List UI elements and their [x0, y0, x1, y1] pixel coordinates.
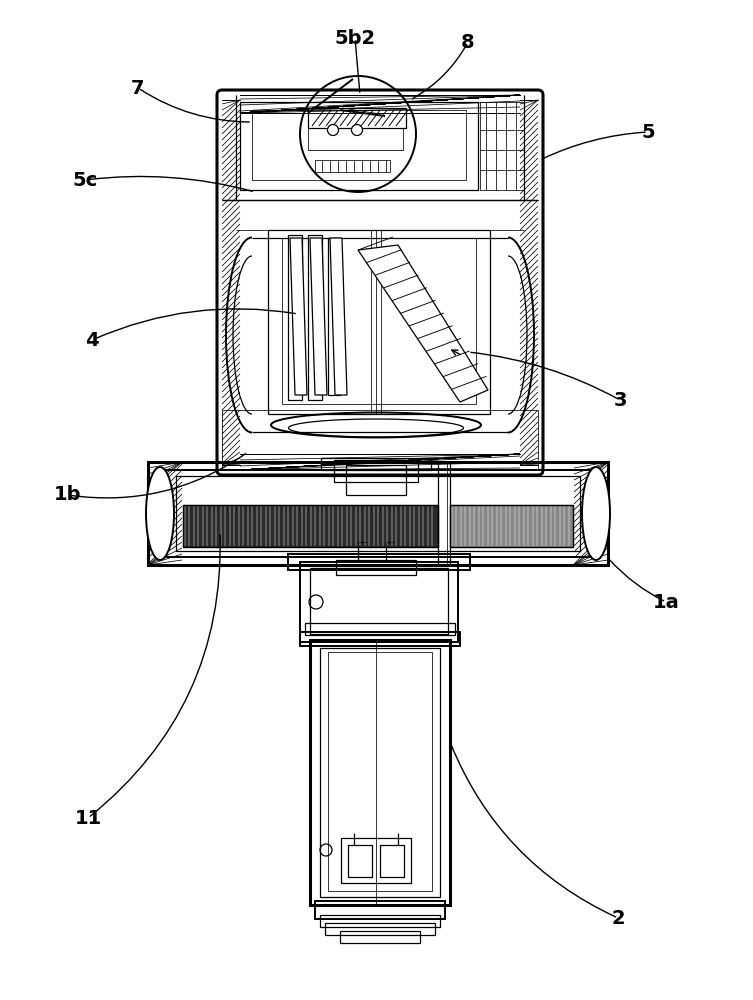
- Bar: [288, 554, 470, 570]
- Bar: [346, 465, 406, 495]
- Bar: [315, 160, 390, 172]
- Bar: [334, 460, 418, 482]
- Bar: [380, 845, 404, 877]
- Polygon shape: [290, 238, 307, 395]
- Text: 11: 11: [75, 808, 102, 828]
- Text: 5: 5: [642, 122, 655, 141]
- Bar: [348, 845, 372, 877]
- Circle shape: [328, 124, 339, 135]
- Bar: [183, 505, 438, 547]
- Polygon shape: [328, 238, 340, 395]
- Bar: [240, 102, 478, 190]
- Bar: [320, 915, 440, 927]
- Bar: [176, 476, 580, 551]
- Bar: [300, 632, 460, 646]
- Bar: [148, 462, 608, 565]
- Text: 2: 2: [611, 908, 625, 928]
- Bar: [336, 560, 416, 575]
- Bar: [282, 238, 476, 404]
- Bar: [325, 923, 435, 935]
- Text: 5b2: 5b2: [334, 28, 376, 47]
- Text: 4: 4: [85, 330, 99, 350]
- FancyBboxPatch shape: [217, 90, 543, 475]
- Bar: [222, 410, 538, 470]
- Text: 3: 3: [613, 390, 626, 410]
- Ellipse shape: [582, 467, 610, 560]
- Text: 7: 7: [131, 79, 145, 98]
- Bar: [328, 652, 432, 891]
- Bar: [310, 568, 448, 634]
- Bar: [340, 931, 420, 943]
- Circle shape: [352, 124, 362, 135]
- Bar: [305, 623, 455, 635]
- Bar: [310, 640, 450, 905]
- Polygon shape: [358, 245, 488, 402]
- Bar: [320, 648, 440, 897]
- Bar: [308, 128, 403, 150]
- Bar: [480, 102, 524, 190]
- Bar: [315, 901, 445, 919]
- Ellipse shape: [146, 467, 174, 560]
- Polygon shape: [310, 238, 327, 395]
- Bar: [268, 230, 490, 414]
- Polygon shape: [330, 238, 347, 395]
- Bar: [341, 838, 411, 883]
- Bar: [252, 110, 466, 180]
- Bar: [164, 470, 592, 557]
- Text: 5c: 5c: [72, 170, 98, 190]
- Polygon shape: [308, 235, 322, 400]
- Bar: [321, 458, 431, 470]
- Text: 8: 8: [461, 32, 475, 51]
- Bar: [300, 562, 458, 642]
- Polygon shape: [288, 235, 302, 400]
- Bar: [450, 505, 573, 547]
- Text: 1b: 1b: [54, 486, 82, 504]
- Text: 1a: 1a: [653, 592, 679, 611]
- Bar: [183, 505, 438, 547]
- Bar: [450, 505, 573, 547]
- Bar: [308, 108, 406, 128]
